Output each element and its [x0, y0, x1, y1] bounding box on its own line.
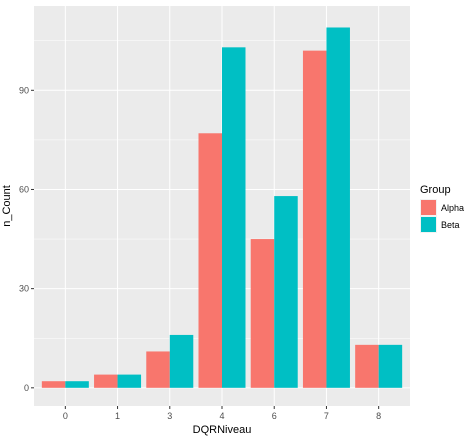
x-axis: 0 1 3 4 6 7 8 — [63, 406, 381, 421]
bars-group — [41, 27, 403, 388]
bar-alpha-3 — [146, 351, 170, 388]
bar-beta-0 — [65, 381, 89, 388]
x-tick-label: 0 — [63, 411, 68, 421]
y-axis-title: n_Count — [1, 185, 13, 227]
bar-beta-3 — [169, 334, 194, 388]
x-tick-label: 1 — [115, 411, 120, 421]
legend-swatch-beta — [421, 217, 436, 232]
y-tick-label: 0 — [24, 383, 29, 393]
bar-alpha-6 — [250, 239, 275, 388]
bar-alpha-0 — [41, 381, 66, 388]
x-tick-label: 8 — [376, 411, 381, 421]
legend-label-beta: Beta — [441, 220, 460, 230]
legend-label-alpha: Alpha — [441, 203, 464, 213]
y-axis: 0 30 60 90 — [19, 85, 34, 393]
bar-beta-1 — [117, 374, 142, 388]
legend: Group Alpha Beta — [420, 184, 464, 233]
bar-beta-7 — [326, 27, 350, 388]
bar-alpha-7 — [302, 50, 327, 388]
y-tick-label: 90 — [19, 85, 29, 95]
bar-alpha-1 — [94, 374, 118, 388]
bar-alpha-4 — [198, 133, 222, 388]
legend-items: Alpha Beta — [420, 199, 464, 233]
y-tick-label: 30 — [19, 284, 29, 294]
bar-beta-8 — [378, 344, 403, 388]
x-tick-label: 6 — [272, 411, 277, 421]
legend-swatch-alpha — [421, 200, 436, 215]
x-tick-label: 4 — [219, 411, 224, 421]
y-tick-label: 60 — [19, 184, 29, 194]
bar-alpha-8 — [355, 344, 379, 388]
legend-title: Group — [420, 184, 451, 196]
x-tick-label: 7 — [324, 411, 329, 421]
bar-beta-6 — [274, 196, 298, 388]
bar-beta-4 — [222, 47, 246, 388]
x-axis-title: DQRNiveau — [193, 424, 252, 436]
x-tick-label: 3 — [167, 411, 172, 421]
